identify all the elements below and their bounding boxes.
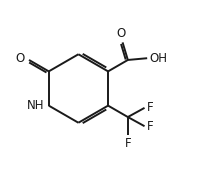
Text: O: O <box>15 52 25 65</box>
Text: OH: OH <box>149 52 167 65</box>
Text: O: O <box>116 27 125 40</box>
Text: NH: NH <box>27 99 44 112</box>
Text: F: F <box>147 120 153 133</box>
Text: F: F <box>147 101 153 114</box>
Text: F: F <box>125 138 131 150</box>
